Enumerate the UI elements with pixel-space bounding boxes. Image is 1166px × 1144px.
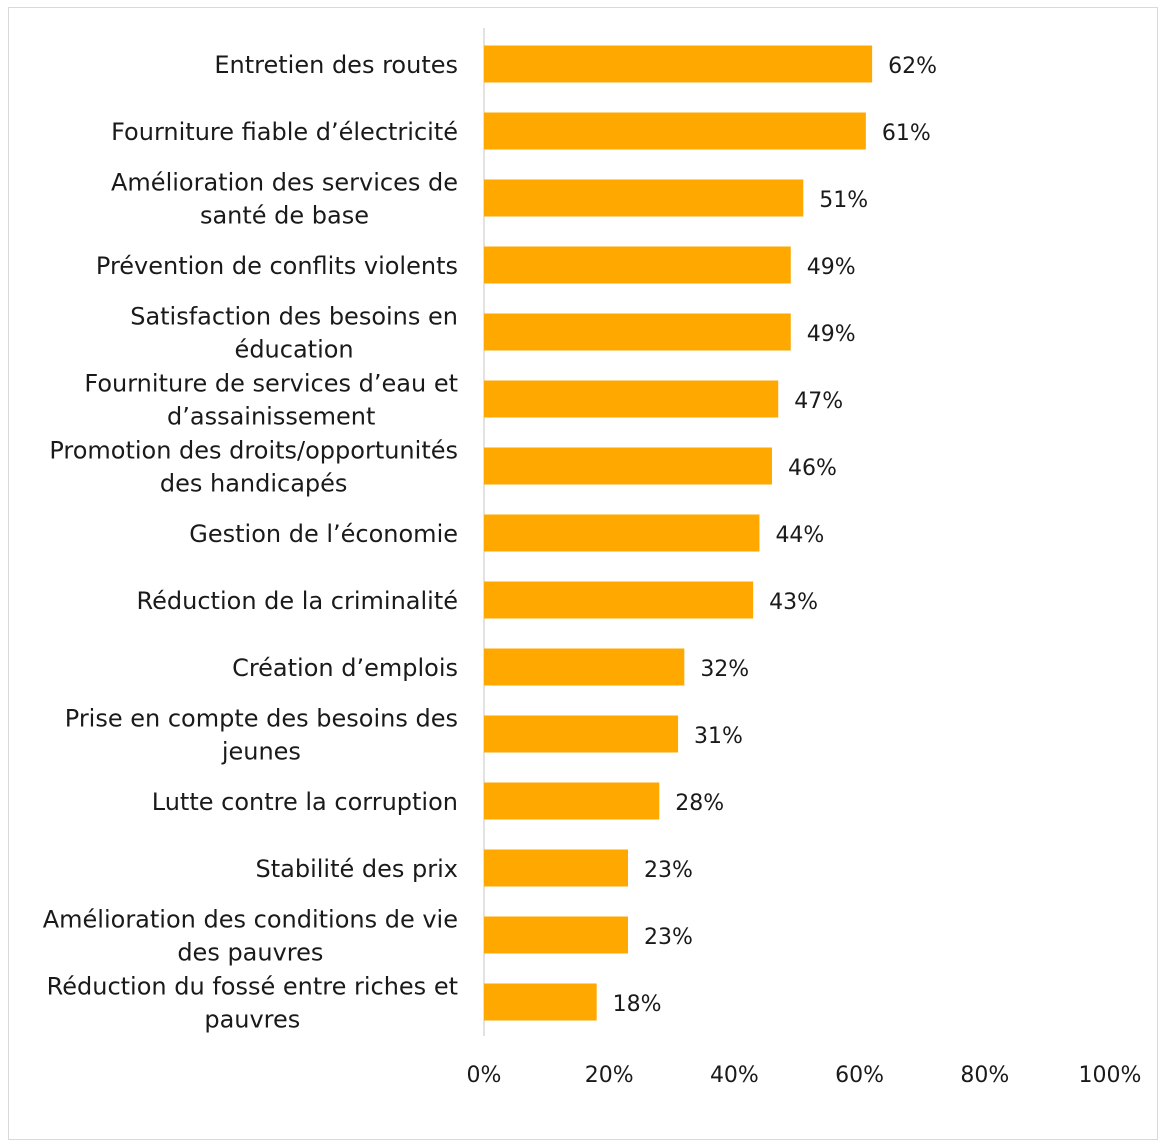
category-label: Fourniture de services d’eau et d’assaini… <box>84 370 458 431</box>
bar <box>484 782 660 820</box>
bar <box>484 313 791 351</box>
category-label: Lutte contre la corruption <box>152 788 458 816</box>
data-label: 43% <box>769 590 818 615</box>
bar <box>484 849 628 887</box>
data-label: 62% <box>888 54 937 79</box>
bar <box>484 45 873 83</box>
category-label: Promotion des droits/opportunités des han… <box>49 437 458 498</box>
category-label: Amélioration des services de santé de bas… <box>111 169 458 230</box>
data-label: 23% <box>644 925 693 950</box>
data-label: 32% <box>700 657 749 682</box>
data-label: 23% <box>644 858 693 883</box>
bar <box>484 715 679 753</box>
category-label: Entretien des routes <box>214 51 458 79</box>
x-tick-label: 0% <box>467 1063 502 1088</box>
x-tick-label: 100% <box>1079 1063 1142 1088</box>
category-label: Stabilité des prix <box>256 855 459 883</box>
category-label: Réduction de la criminalité <box>137 587 458 615</box>
chart-frame: 62% Entretien des routes 61% Fourniture fia… <box>8 7 1158 1140</box>
bar <box>484 983 597 1021</box>
data-label: 49% <box>807 322 856 347</box>
category-label: Satisfaction des besoins en éducation <box>130 303 458 364</box>
category-label: Prise en compte des besoins des jeunes <box>65 705 458 766</box>
category-label: Prévention de conflits violents <box>96 252 458 280</box>
x-tick-label: 60% <box>835 1063 884 1088</box>
category-label: Gestion de l’économie <box>189 520 458 548</box>
category-label: Création d’emplois <box>232 654 458 682</box>
bar <box>484 112 866 150</box>
category-label: Amélioration des conditions de vie des pa… <box>43 906 458 967</box>
data-label: 28% <box>675 791 724 816</box>
bar <box>484 179 804 217</box>
data-label: 49% <box>807 255 856 280</box>
bar <box>484 514 760 552</box>
data-label: 61% <box>882 121 931 146</box>
bar <box>484 246 791 284</box>
bar <box>484 380 779 418</box>
data-label: 44% <box>775 523 824 548</box>
data-label: 18% <box>613 992 662 1017</box>
bar <box>484 581 754 619</box>
bar <box>484 447 772 485</box>
x-tick-label: 80% <box>960 1063 1009 1088</box>
category-label: Réduction du fossé entre riches et pauvre… <box>47 973 458 1034</box>
category-label: Fourniture fiable d’électricité <box>111 118 458 146</box>
x-tick-label: 40% <box>710 1063 759 1088</box>
data-label: 31% <box>694 724 743 749</box>
bar <box>484 916 628 954</box>
data-label: 46% <box>788 456 837 481</box>
data-label: 51% <box>819 188 868 213</box>
bar <box>484 648 685 686</box>
data-label: 47% <box>794 389 843 414</box>
x-tick-label: 20% <box>585 1063 634 1088</box>
